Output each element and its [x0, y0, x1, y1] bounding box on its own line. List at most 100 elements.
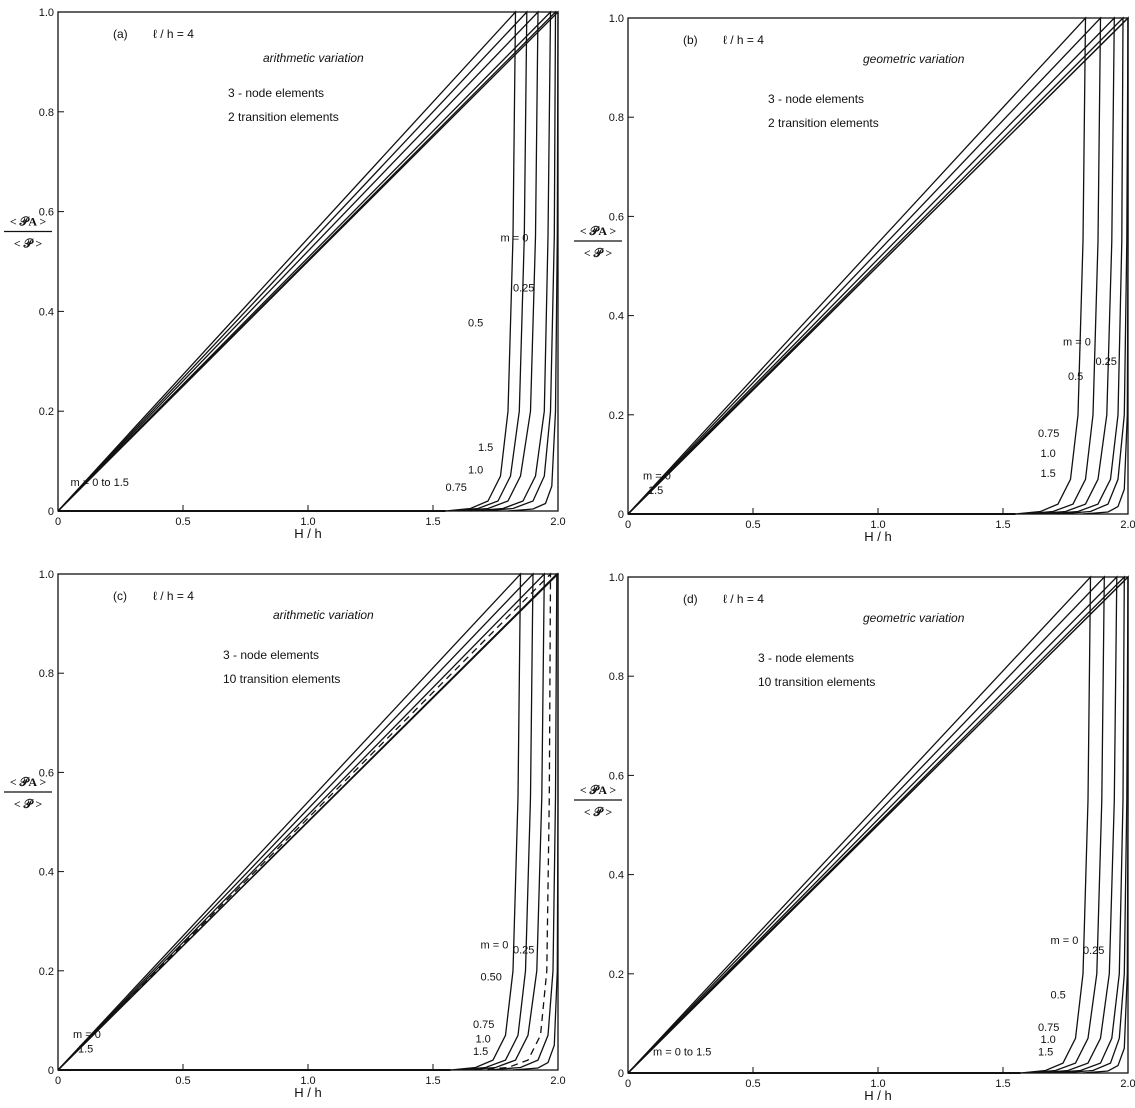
y-axis-title-numerator: < 𝒫A > [10, 775, 46, 789]
y-tick-label: 0.4 [39, 306, 54, 318]
curve-label: 0.5 [468, 317, 483, 329]
variation-label: geometric variation [863, 52, 965, 66]
curve-m0 [57, 10, 517, 512]
curve-0.25 [627, 575, 1105, 1074]
curve-label: 0.25 [513, 944, 534, 956]
y-tick-label: 0 [48, 506, 54, 518]
panel-param: ℓ / h = 4 [153, 27, 194, 41]
curve-0.75 [627, 16, 1124, 515]
curve-1.5 [627, 16, 1129, 515]
x-tick-label: 1.0 [300, 516, 315, 528]
curve-0.50 [57, 572, 545, 1071]
y-axis-title-numerator: < 𝒫A > [580, 224, 616, 238]
y-axis-title-denominator: < 𝒫 > [14, 797, 42, 811]
curve-0.5 [57, 10, 539, 512]
curve-label: 0.75 [473, 1019, 494, 1031]
panel-c: 0 0.5 1.0 1.5 2.000.20.40.60.81.0H / h< 𝒫A >… [4, 569, 566, 1100]
curve-0.75 [57, 572, 552, 1071]
curve-0.25 [57, 572, 534, 1071]
curve-label: m = 0 [73, 1029, 101, 1041]
x-tick-label: 2.0 [1120, 519, 1135, 531]
curve-1.5 [57, 10, 559, 512]
y-axis-title-denominator: < 𝒫 > [584, 246, 612, 260]
curve-label: 0.5 [1051, 990, 1066, 1002]
curve-1.0 [57, 10, 557, 512]
y-tick-label: 0.8 [609, 671, 624, 683]
x-tick-label: 0 [55, 516, 61, 528]
x-tick-label: 0 [625, 519, 631, 531]
y-tick-label: 0.6 [609, 211, 624, 223]
curve-label: 0.25 [1083, 945, 1104, 957]
y-axis-title-denominator: < 𝒫 > [584, 805, 612, 819]
x-axis-title: H / h [864, 529, 891, 544]
curve-1.5 [627, 575, 1129, 1074]
curve-label: m = 0 [1051, 935, 1079, 947]
note-line: 2 transition elements [228, 110, 339, 124]
curve-label: 1.0 [468, 465, 483, 477]
y-tick-label: 0.6 [39, 207, 54, 219]
curve-0.5 [627, 575, 1118, 1074]
x-tick-label: 1.5 [995, 519, 1010, 531]
y-axis-title-denominator: < 𝒫 > [14, 237, 42, 251]
curve-label: m = 0 [481, 939, 509, 951]
curve-1.5 [57, 572, 559, 1071]
y-tick-label: 0.6 [609, 770, 624, 782]
x-tick-label: 1.5 [995, 1078, 1010, 1090]
x-tick-label: 2.0 [550, 1075, 565, 1087]
curve-m0 [627, 575, 1092, 1074]
y-tick-label: 0.8 [39, 668, 54, 680]
panel-tag: (d) [683, 592, 698, 606]
curve-label: 0.25 [513, 282, 534, 294]
y-tick-label: 0 [618, 1068, 624, 1080]
curve-0.25 [627, 16, 1102, 515]
variation-label: geometric variation [863, 611, 965, 625]
variation-label: arithmetic variation [263, 51, 364, 65]
panel-d: 0 0.5 1.0 1.5 2.000.20.40.60.81.0H / h< 𝒫A >… [574, 572, 1135, 1103]
panel-param: ℓ / h = 4 [153, 589, 194, 603]
y-tick-label: 1.0 [39, 569, 54, 581]
panel-tag: (c) [113, 589, 127, 603]
y-tick-label: 1.0 [39, 7, 54, 19]
note-line: 3 - node elements [768, 92, 864, 106]
panel-param: ℓ / h = 4 [723, 592, 764, 606]
x-tick-label: 1.5 [425, 1075, 440, 1087]
x-tick-label: 0.5 [175, 1075, 190, 1087]
curve-label: 1.5 [648, 485, 663, 497]
curve-label: 1.0 [1041, 1034, 1056, 1046]
curve-label: m = 0 to 1.5 [71, 477, 129, 489]
x-tick-label: 0 [55, 1075, 61, 1087]
y-tick-label: 0.8 [39, 107, 54, 119]
y-tick-label: 1.0 [609, 13, 624, 25]
panel-b: 0 0.5 1.0 1.5 2.000.20.40.60.81.0H / h< 𝒫A >… [574, 13, 1135, 544]
x-tick-label: 0 [625, 1078, 631, 1090]
curve-label: 1.5 [478, 442, 493, 454]
note-line: 3 - node elements [758, 651, 854, 665]
curve-label: 1.5 [1038, 1047, 1053, 1059]
curve-label: 0.75 [446, 482, 467, 494]
x-axis-title: H / h [864, 1088, 891, 1103]
y-tick-label: 0.4 [39, 867, 54, 879]
curve-label: 1.5 [473, 1046, 488, 1058]
curve-label: 0.5 [1068, 371, 1083, 383]
panel-a: 0 0.5 1.0 1.5 2.000.20.40.60.81.0H / h< 𝒫A >… [4, 7, 566, 541]
x-tick-label: 1.0 [870, 519, 885, 531]
y-tick-label: 0.8 [609, 112, 624, 124]
x-tick-label: 0.5 [745, 519, 760, 531]
curve-0.25 [57, 10, 528, 512]
note-line: 10 transition elements [223, 672, 340, 686]
variation-label: arithmetic variation [273, 608, 374, 622]
note-line: 10 transition elements [758, 675, 875, 689]
y-tick-label: 0.2 [609, 410, 624, 422]
curve-0.75 [57, 10, 552, 512]
panel-param: ℓ / h = 4 [723, 33, 764, 47]
curve-0.75 [627, 575, 1125, 1074]
note-line: 3 - node elements [228, 86, 324, 100]
curve-label: m = 0 [1063, 336, 1091, 348]
y-tick-label: 0.2 [39, 966, 54, 978]
curve-label: 0.25 [1096, 356, 1117, 368]
y-tick-label: 0.2 [609, 969, 624, 981]
y-tick-label: 0.4 [609, 311, 624, 323]
curve-label: 0.75 [1038, 1022, 1059, 1034]
y-tick-label: 0.2 [39, 406, 54, 418]
x-tick-label: 0.5 [175, 516, 190, 528]
